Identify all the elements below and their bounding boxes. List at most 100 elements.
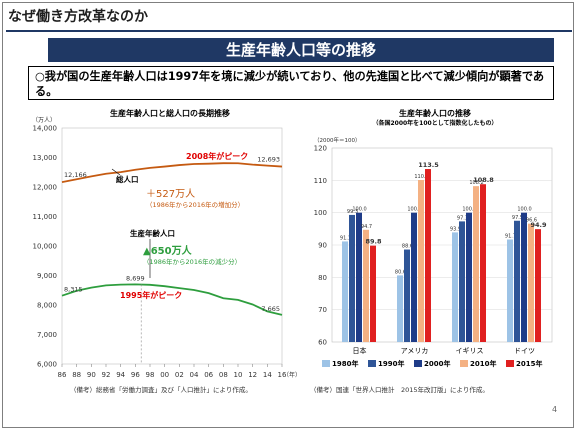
bar-value-label: 100.0	[352, 207, 366, 213]
category-label: 日本	[353, 346, 367, 355]
total-change-value: ＋527万人	[146, 188, 195, 200]
legend-label: 2010年	[470, 359, 496, 368]
legend-swatch	[368, 360, 376, 367]
line-chart: 6,000 7,000 8,000 9,000 10,000 11,000 12,000 13…	[32, 117, 300, 379]
bar-value-label: 108.2	[469, 180, 483, 186]
bar	[349, 214, 355, 342]
x-tick-label: 16	[278, 371, 287, 379]
x-axis-unit: （年）	[283, 371, 300, 379]
bar	[452, 232, 458, 342]
legend-label: 1980年	[332, 359, 358, 368]
y-tick-label: 60	[318, 339, 327, 347]
y-tick-label: 10,000	[33, 243, 58, 251]
bar	[528, 223, 534, 342]
y-tick-label: 9,000	[37, 272, 57, 280]
right-source-note: （備考）国連「世界人口推計 2015年改訂版」により作成。	[310, 386, 489, 394]
bar	[535, 229, 541, 342]
x-tick-label: 94	[116, 371, 125, 379]
page-title: なぜ働き方改革なのか	[8, 9, 148, 25]
x-tick-label: 92	[102, 371, 111, 379]
y-tick-label: 13,000	[33, 154, 58, 162]
working-age-line	[61, 283, 283, 316]
bar-value-label: 113.5	[418, 161, 439, 169]
y-tick-label: 8,000	[37, 302, 57, 310]
bar	[363, 229, 369, 342]
category-label: アメリカ	[401, 347, 429, 355]
total-population-line	[61, 162, 283, 183]
x-tick-label: 06	[204, 371, 213, 379]
bar-value-label: 96.6	[526, 218, 537, 224]
bar-value-label: 94.9	[530, 221, 547, 229]
x-tick-label: 12	[248, 371, 257, 379]
bar-value-label: 94.7	[361, 224, 372, 230]
bar-value-label: 110.1	[414, 174, 428, 180]
y-tick-label: 12,000	[33, 184, 58, 192]
legend-label: 1990年	[378, 359, 404, 368]
bar	[356, 212, 362, 342]
x-tick-label: 04	[190, 371, 199, 379]
bar	[514, 220, 520, 342]
bar	[418, 180, 424, 342]
summary-text: ○我が国の生産年齢人口は1997年を境に減少が続いており、他の先進国と比べて減少…	[35, 70, 545, 98]
y-tick-label: 11,000	[33, 213, 58, 221]
slide-frame	[2, 2, 574, 428]
bar	[480, 184, 486, 342]
bar	[411, 212, 417, 342]
y-tick-label: 120	[314, 145, 327, 153]
bar-value-label: 100.0	[407, 207, 421, 213]
y-tick-label: 70	[318, 306, 327, 314]
total-change-note: （1986年から2016年の増加分）	[146, 200, 244, 209]
legend-swatch	[414, 360, 422, 367]
page-number: 4	[552, 405, 558, 414]
left-source-note: （備考）総務省「労働力調査」及び「人口推計」により作成。	[70, 386, 252, 394]
data-label: 7,665	[261, 305, 280, 313]
total-population-label: 総人口	[116, 174, 139, 184]
data-label: 8,699	[126, 274, 145, 282]
legend-swatch	[506, 360, 514, 367]
data-label: 12,166	[64, 171, 87, 179]
bar-value-label: 97.5	[512, 215, 523, 221]
summary-box: ○我が国の生産年齢人口は1997年を境に減少が続いており、他の先進国と比べて減少…	[28, 66, 554, 100]
x-tick-label: 14	[263, 371, 272, 379]
x-tick-label: 02	[175, 371, 184, 379]
working-peak-annotation: 1995年がピーク	[120, 290, 182, 300]
bar-chart: 60708090100110120（2000年＝100）91.199.3100.…	[314, 136, 553, 368]
legend-label: 2015年	[516, 359, 542, 368]
bar-value-label: 80.6	[395, 269, 406, 275]
x-tick-label: 90	[87, 371, 96, 379]
category-label: ドイツ	[514, 347, 535, 355]
y-axis-unit: （万人）	[32, 117, 56, 124]
data-label: 8,315	[64, 286, 83, 294]
bar	[507, 239, 513, 342]
total-peak-annotation: 2008年がピーク	[186, 151, 248, 161]
y-tick-label: 7,000	[37, 331, 57, 339]
bar-value-label: 100.0	[517, 207, 531, 213]
x-tick-label: 98	[146, 371, 155, 379]
y-axis-unit: （2000年＝100）	[314, 136, 361, 144]
section-banner: 生産年齢人口等の推移	[48, 38, 554, 62]
y-tick-label: 100	[314, 209, 327, 217]
bar	[466, 212, 472, 342]
bar	[342, 241, 348, 342]
working-change-note: （1986年から2016年の減少分）	[143, 257, 241, 266]
x-tick-label: 96	[131, 371, 140, 379]
legend-label: 2000年	[424, 359, 450, 368]
x-tick-label: 86	[58, 371, 67, 379]
y-tick-label: 80	[318, 274, 327, 282]
bar	[473, 186, 479, 342]
x-tick-label: 00	[160, 371, 169, 379]
title-underline	[6, 30, 572, 32]
x-tick-label: 08	[219, 371, 228, 379]
total-label-leader	[111, 168, 121, 176]
bar	[370, 245, 376, 342]
bar	[404, 249, 410, 342]
y-tick-label: 14,000	[33, 125, 58, 133]
bar-value-label: 100.0	[462, 207, 476, 213]
bar-value-label: 91.7	[505, 234, 516, 240]
data-label: 12,693	[257, 156, 280, 164]
bar-value-label: 91.1	[340, 235, 351, 241]
right-chart-title: 生産年齢人口の推移	[399, 109, 471, 118]
bar-value-label: 88.6	[402, 244, 413, 250]
plot-area-border	[61, 127, 283, 365]
y-tick-label: 6,000	[37, 361, 57, 369]
